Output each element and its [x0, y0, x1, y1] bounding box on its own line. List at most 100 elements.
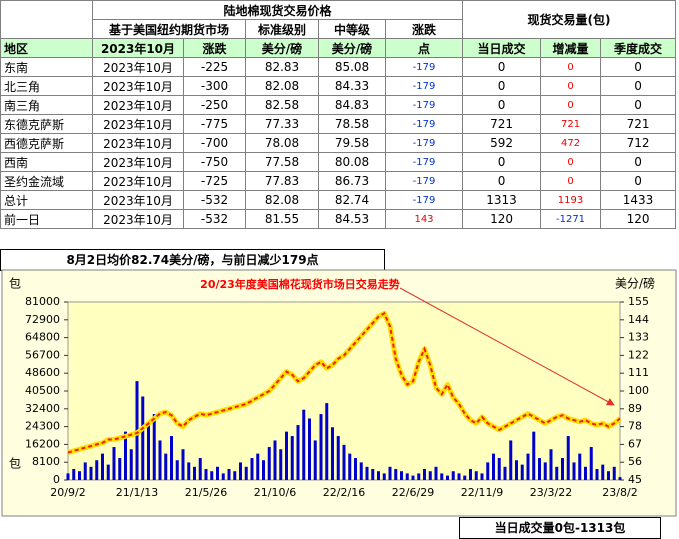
cell: 1193	[540, 190, 602, 210]
cell: 82.08	[245, 190, 319, 210]
cell: 南三角	[0, 95, 93, 115]
column-header: 2023年10月	[92, 38, 184, 58]
bar	[440, 473, 444, 480]
y2-tick-label: 67	[628, 437, 642, 450]
bar	[112, 447, 116, 480]
chart-title: 20/23年度美国棉花现货市场日交易走势	[200, 277, 400, 291]
cell: 0	[540, 171, 602, 191]
column-header: 涨跌	[183, 38, 246, 58]
cell: 西德克萨斯	[0, 133, 93, 153]
cell: -179	[384, 152, 464, 172]
bar	[170, 436, 173, 480]
cell: 82.83	[245, 57, 319, 77]
bar	[388, 466, 392, 480]
cell: 78.58	[318, 114, 386, 134]
note: 8月2日均价82.74美分/磅，与前日减少179点	[0, 249, 385, 271]
column-header: 点	[384, 38, 464, 58]
column-header: 季度成交	[600, 38, 677, 58]
bar	[469, 469, 472, 480]
bar	[417, 473, 421, 480]
bar	[480, 473, 484, 480]
y2-tick-label: 122	[628, 348, 649, 361]
bar	[233, 471, 237, 480]
bar	[497, 458, 501, 480]
bar	[78, 471, 81, 480]
bar	[354, 458, 357, 480]
table-row: 东南 2023年10月 -225 82.83 85.08 -179 0 0 0	[0, 57, 677, 77]
cell: 东德克萨斯	[0, 114, 93, 134]
cell: -179	[384, 190, 464, 210]
cell: 721	[540, 114, 602, 134]
bar	[256, 453, 260, 480]
bar	[273, 440, 277, 480]
bar	[101, 453, 104, 480]
bar	[377, 471, 380, 480]
bar	[308, 418, 311, 480]
cell: 0	[462, 57, 542, 77]
bar	[83, 462, 87, 480]
cell: -179	[384, 76, 464, 96]
y-tick-label: 40500	[25, 384, 60, 397]
subheader: 标准级别	[245, 19, 319, 39]
bar	[147, 425, 150, 480]
subheader: 涨跌	[384, 19, 464, 39]
bar	[543, 462, 547, 480]
bar	[348, 453, 352, 480]
bar	[221, 473, 225, 480]
bar	[394, 469, 398, 480]
cell: 2023年10月	[92, 114, 184, 134]
y-axis-label: 包	[9, 457, 21, 471]
bar	[474, 471, 478, 480]
bar	[336, 436, 340, 480]
table-row: 圣约金流域 2023年10月 -725 77.83 86.73 -179 0 0 0	[0, 171, 677, 191]
bar	[158, 440, 162, 480]
bar	[486, 462, 490, 480]
bar	[365, 466, 369, 480]
bar	[89, 466, 93, 480]
bar	[124, 431, 127, 480]
bar	[210, 471, 214, 480]
column-header: 当日成交	[462, 38, 542, 58]
column-header: 增减量	[540, 38, 602, 58]
bar	[589, 447, 593, 480]
cell: 78.08	[245, 133, 319, 153]
cell: 120	[462, 209, 542, 229]
bar	[175, 460, 179, 480]
cell: 2023年10月	[92, 57, 184, 77]
y2-tick-label: 111	[628, 366, 649, 379]
y-tick-label: 16200	[25, 437, 60, 450]
cell: 592	[462, 133, 542, 153]
x-tick-label: 21/10/6	[254, 486, 296, 499]
cell: 0	[540, 95, 602, 115]
bar	[216, 466, 219, 480]
y2-axis-label: 美分/磅	[615, 276, 655, 291]
y-tick-label: 56700	[25, 348, 60, 361]
cell: 1313	[462, 190, 542, 210]
bar	[451, 471, 455, 480]
y-tick-label: 48600	[25, 366, 60, 379]
cell: 0	[600, 95, 677, 115]
cell: 77.33	[245, 114, 319, 134]
cell: 472	[540, 133, 602, 153]
x-tick-label: 21/5/26	[185, 486, 227, 499]
bar	[618, 477, 622, 480]
cell: 总计	[0, 190, 93, 210]
bar	[405, 473, 409, 480]
x-tick-label: 21/1/13	[116, 486, 158, 499]
bar	[129, 449, 133, 480]
cell: 120	[600, 209, 677, 229]
bar	[612, 466, 616, 480]
bar	[566, 436, 570, 480]
cell: 2023年10月	[92, 209, 184, 229]
bar	[549, 449, 553, 480]
subheader: 基于美国纽约期货市场	[92, 19, 246, 39]
cell: -750	[183, 152, 246, 172]
bar	[267, 447, 271, 480]
table-row: 东德克萨斯 2023年10月 -775 77.33 78.58 -179 721 721 721	[0, 114, 677, 134]
bar	[561, 458, 564, 480]
bar	[515, 460, 518, 480]
bar	[106, 464, 110, 480]
y-axis-label: 包	[9, 277, 21, 291]
bar	[526, 453, 530, 480]
